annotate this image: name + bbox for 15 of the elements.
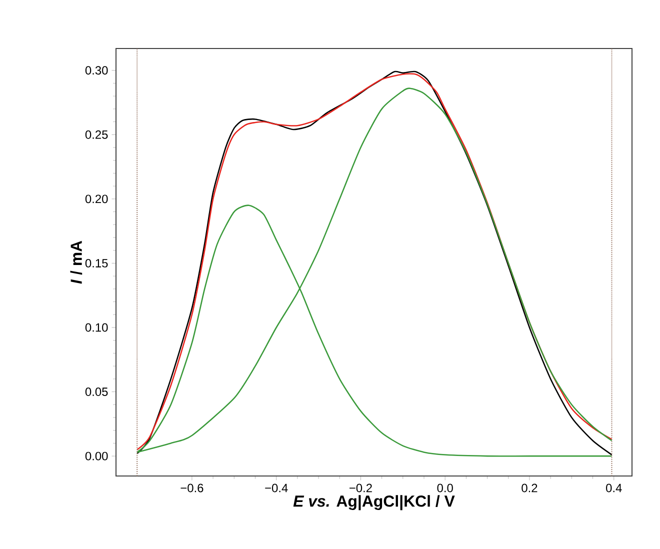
y-tick-label: 0.10 [85,323,108,332]
y-tick-label: 0.15 [85,258,108,268]
x-tick-label: 0.4 [606,484,622,492]
y-tick-label: 0.25 [85,130,108,139]
x-tick-label: 0.2 [522,484,538,492]
y-tick-label: 0.00 [85,452,108,460]
x-tick-label: −0.4 [265,484,288,492]
y-axis-title: I / mA [70,240,82,284]
x-axis-title: E vs. Ag|AgCl|KCl / V [293,495,455,510]
y-tick-label: 0.30 [85,66,108,75]
x-tick-label: −0.2 [350,484,372,492]
y-tick-label: 0.05 [85,388,108,396]
x-tick-label: 0.0 [437,484,453,492]
y-tick-label: 0.20 [85,194,108,204]
x-tick-label: −0.6 [180,484,204,492]
